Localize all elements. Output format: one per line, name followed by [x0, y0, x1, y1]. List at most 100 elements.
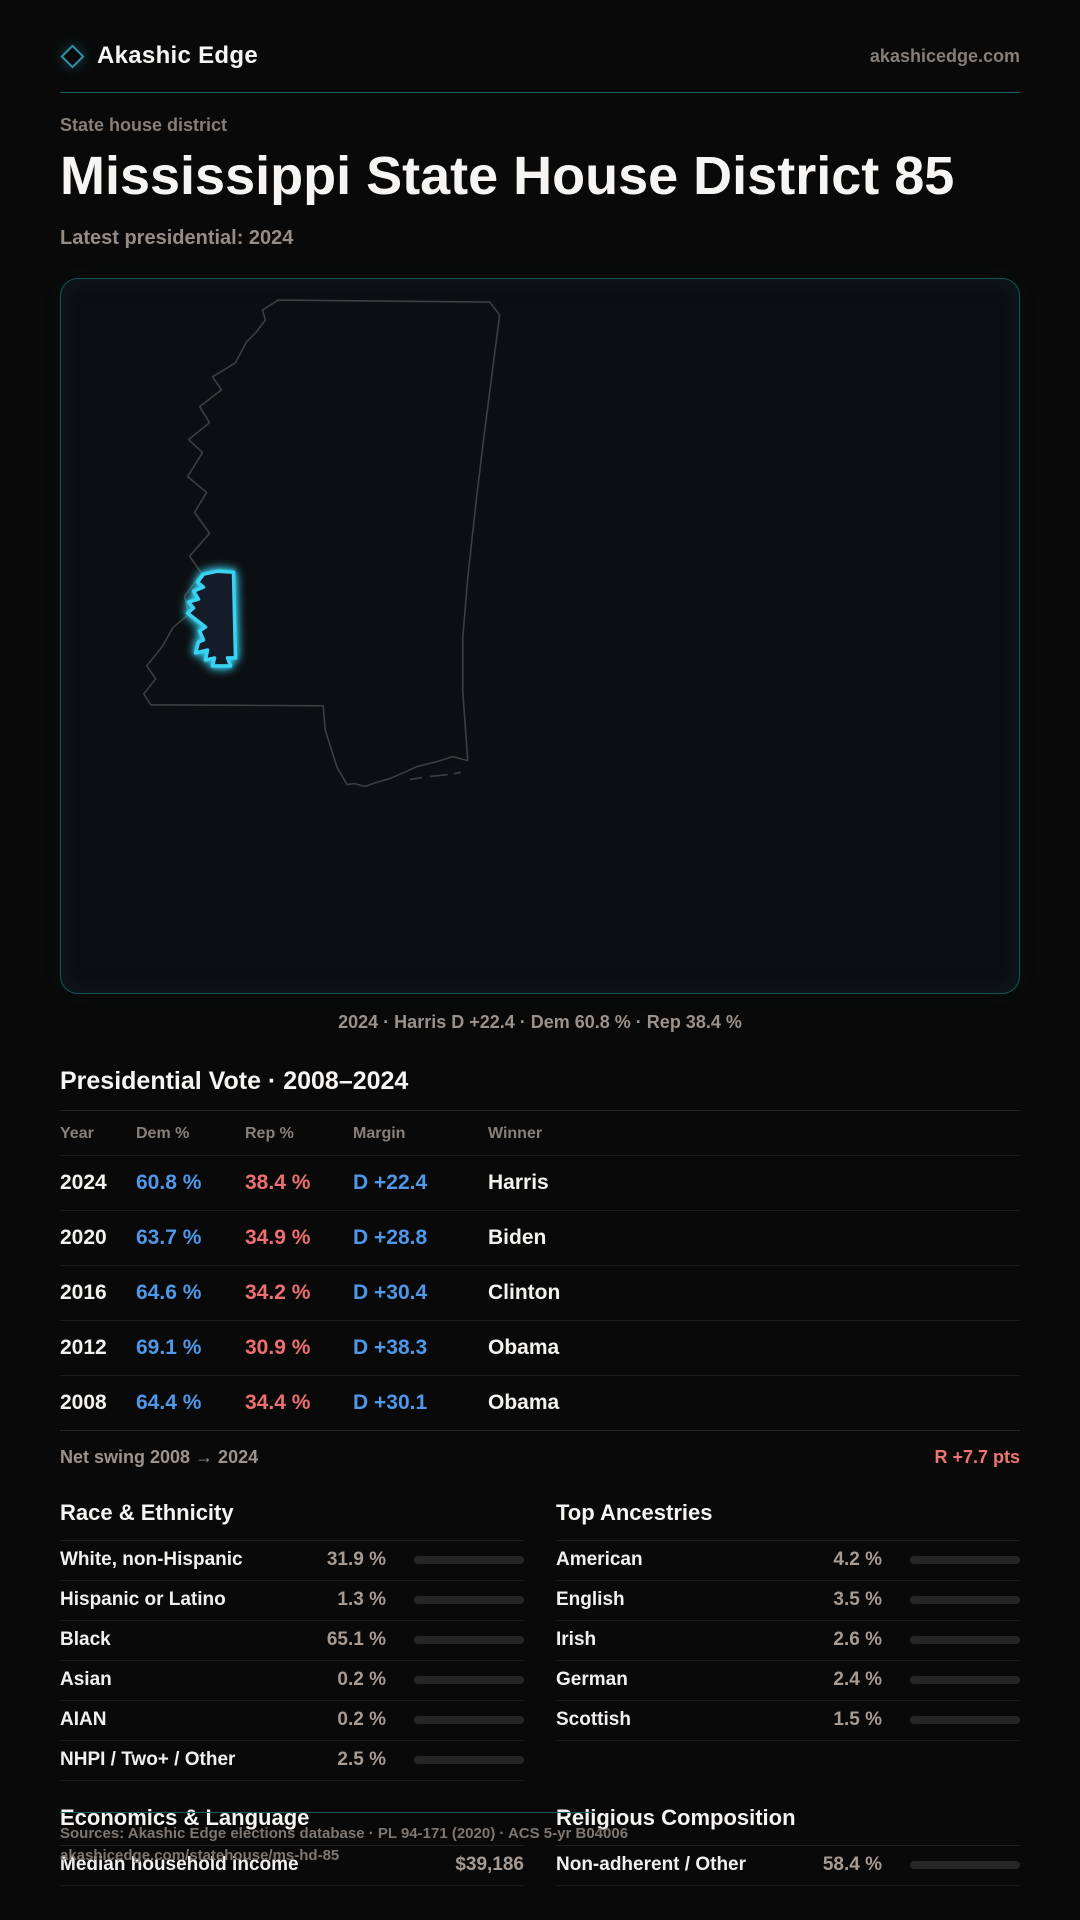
- net-swing-label: Net swing 2008 → 2024: [60, 1446, 259, 1467]
- stat-value: 1.5 %: [833, 1709, 882, 1731]
- stat-value: $39,186: [455, 1854, 524, 1876]
- district-85-shape: [185, 569, 238, 668]
- col-margin: Margin: [353, 1109, 488, 1156]
- cell-dem-pct: 60.8 %: [136, 1154, 245, 1211]
- stat-bar: [414, 1636, 524, 1645]
- state-outline: [142, 299, 501, 788]
- cell-dem-pct: 69.1 %: [136, 1319, 245, 1376]
- cell-winner: Obama: [488, 1319, 1020, 1376]
- stat-label: Asian: [60, 1669, 112, 1691]
- brand-name: Akashic Edge: [97, 42, 258, 69]
- stat-row: German 2.4 %: [556, 1661, 1020, 1701]
- footer-divider: [60, 1812, 594, 1813]
- gulf-islands: [409, 771, 461, 781]
- stat-bar: [910, 1716, 1020, 1725]
- stat-row: English 3.5 %: [556, 1581, 1020, 1621]
- vote-table-row: 2008 64.4 % 34.4 % D +30.1 Obama: [60, 1374, 1020, 1430]
- stat-row: Scottish 1.5 %: [556, 1701, 1020, 1741]
- col-year: Year: [60, 1109, 136, 1156]
- stat-value: 2.5 %: [337, 1749, 386, 1771]
- stat-row: Non-adherent / Other 58.4 %: [556, 1846, 1020, 1886]
- stat-bar: [414, 1756, 524, 1765]
- economics-language-title: Economics & Language: [60, 1805, 524, 1846]
- stat-bar: [910, 1556, 1020, 1565]
- religious-composition-title: Religious Composition: [556, 1805, 1020, 1846]
- vote-table-row: 2020 63.7 % 34.9 % D +28.8 Biden: [60, 1209, 1020, 1266]
- stat-bar: [910, 1676, 1020, 1685]
- cell-year: 2008: [60, 1374, 136, 1430]
- stat-label: Non-adherent / Other: [556, 1854, 747, 1876]
- cell-rep-pct: 38.4 %: [245, 1154, 353, 1211]
- cell-dem-pct: 63.7 %: [136, 1209, 245, 1266]
- cell-rep-pct: 30.9 %: [245, 1319, 353, 1376]
- stat-row: White, non-Hispanic 31.9 %: [60, 1541, 524, 1581]
- stat-row: Irish 2.6 %: [556, 1621, 1020, 1661]
- top-ancestries-section: Top Ancestries American 4.2 % English 3.…: [556, 1500, 1020, 1781]
- vote-table-row: 2012 69.1 % 30.9 % D +38.3 Obama: [60, 1319, 1020, 1376]
- economics-language-section: Economics & Language Median household in…: [60, 1805, 524, 1886]
- mississippi-map: [142, 299, 501, 788]
- stat-bar: [414, 1596, 524, 1605]
- stat-row: NHPI / Two+ / Other 2.5 %: [60, 1741, 524, 1781]
- col-winner: Winner: [488, 1109, 1020, 1156]
- stat-value: 58.4 %: [822, 1854, 882, 1876]
- stat-bar: [414, 1556, 524, 1565]
- map-caption: 2024 · Harris D +22.4 · Dem 60.8 % · Rep…: [338, 1011, 742, 1032]
- vote-table-row: 2024 60.8 % 38.4 % D +22.4 Harris: [60, 1154, 1020, 1211]
- religious-composition-section: Religious Composition Non-adherent / Oth…: [556, 1805, 1020, 1886]
- stat-label: Median household income: [60, 1854, 299, 1876]
- cell-margin: D +28.8: [353, 1209, 488, 1266]
- stat-label: American: [556, 1549, 643, 1571]
- footer-url: akashicedge.com/statehouse/ms-hd-85: [60, 1847, 340, 1864]
- page-title: Mississippi State House District 85: [60, 146, 955, 206]
- vote-table-title: Presidential Vote · 2008–2024: [60, 1066, 409, 1095]
- stat-bar: [910, 1596, 1020, 1605]
- stat-value: 1.3 %: [337, 1589, 386, 1611]
- stat-row: Median household income $39,186: [60, 1846, 524, 1886]
- brand-diamond-icon: [60, 43, 85, 69]
- stat-value: 31.9 %: [326, 1549, 386, 1571]
- footer-sources: Sources: Akashic Edge elections database…: [60, 1825, 629, 1842]
- stat-value: 0.2 %: [337, 1669, 386, 1691]
- stat-label: NHPI / Two+ / Other: [60, 1749, 236, 1771]
- stat-label: AIAN: [60, 1709, 107, 1731]
- district-map-card: [60, 277, 1020, 994]
- race-ethnicity-section: Race & Ethnicity White, non-Hispanic 31.…: [60, 1500, 524, 1781]
- stat-label: Hispanic or Latino: [60, 1589, 226, 1611]
- stat-bar: [414, 1716, 524, 1725]
- stat-label: Irish: [556, 1629, 597, 1651]
- stat-bar: [414, 1676, 524, 1685]
- cell-margin: D +30.4: [353, 1264, 488, 1321]
- cell-margin: D +22.4: [353, 1154, 488, 1211]
- cell-winner: Biden: [488, 1209, 1020, 1266]
- cell-rep-pct: 34.4 %: [245, 1374, 353, 1430]
- col-rep: Rep %: [245, 1109, 353, 1156]
- stat-value: 2.4 %: [833, 1669, 882, 1691]
- stat-label: Black: [60, 1629, 111, 1651]
- cell-dem-pct: 64.4 %: [136, 1374, 245, 1430]
- stat-label: White, non-Hispanic: [60, 1549, 243, 1571]
- top-ancestries-title: Top Ancestries: [556, 1500, 1020, 1541]
- cell-winner: Obama: [488, 1374, 1020, 1430]
- stat-value: 0.2 %: [337, 1709, 386, 1731]
- stat-row: Black 65.1 %: [60, 1621, 524, 1661]
- cell-winner: Harris: [488, 1154, 1020, 1211]
- cell-year: 2016: [60, 1264, 136, 1321]
- table-header-row: Year Dem % Rep % Margin Winner: [60, 1109, 1020, 1156]
- site-header: Akashic Edge akashicedge.com: [60, 0, 1020, 70]
- stat-row: American 4.2 %: [556, 1541, 1020, 1581]
- cell-year: 2020: [60, 1209, 136, 1266]
- cell-margin: D +30.1: [353, 1374, 488, 1430]
- presidential-vote-table: Year Dem % Rep % Margin Winner 2024 60.8…: [60, 1109, 1020, 1430]
- stat-row: AIAN 0.2 %: [60, 1701, 524, 1741]
- cell-rep-pct: 34.2 %: [245, 1264, 353, 1321]
- stat-bar: [910, 1861, 1020, 1870]
- page-footer: Sources: Akashic Edge elections database…: [60, 1812, 680, 1864]
- race-ethnicity-title: Race & Ethnicity: [60, 1500, 524, 1541]
- stat-row: Asian 0.2 %: [60, 1661, 524, 1701]
- cell-year: 2024: [60, 1154, 136, 1211]
- vote-table-row: 2016 64.6 % 34.2 % D +30.4 Clinton: [60, 1264, 1020, 1321]
- stat-value: 65.1 %: [326, 1629, 386, 1651]
- header-divider: [60, 92, 1020, 93]
- cell-margin: D +38.3: [353, 1319, 488, 1376]
